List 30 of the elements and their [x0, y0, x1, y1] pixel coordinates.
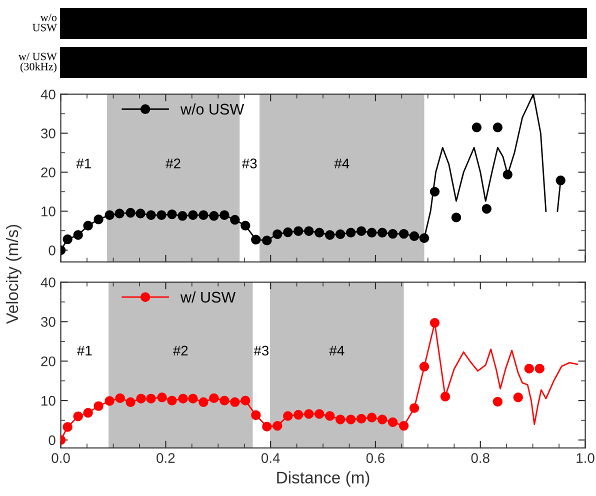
y-tick-label: 40	[40, 90, 56, 100]
band-label: #2	[172, 346, 188, 356]
y-tick-label: 20	[41, 168, 56, 178]
x-tick-label: 0.0	[52, 453, 70, 463]
x-tick-label: 0.8	[471, 453, 490, 463]
y-tick-label: 10	[42, 206, 56, 216]
text: w/o USW	[32, 14, 57, 32]
y-tick-label: 0	[48, 246, 56, 256]
annotation: #3	[254, 346, 269, 356]
band-label: #4	[329, 346, 344, 356]
y-tick-label: 40	[40, 278, 56, 288]
y-tick-label: 20	[41, 356, 56, 366]
x-tick-label: 0.4	[261, 453, 280, 463]
y-tick-label: 30	[41, 317, 56, 327]
x-axis-title: Distance (m)	[277, 471, 370, 487]
y-tick-label: 0	[48, 435, 56, 446]
band-label: #4	[334, 158, 350, 168]
legend-label: w/o USW	[180, 103, 244, 115]
text: w/ USW (30kHz)	[18, 52, 57, 73]
y-axis-title: Velocity (m/s)	[6, 224, 22, 324]
y-tick-label: 10	[42, 396, 56, 406]
y-tick-label: 30	[41, 128, 56, 138]
x-tick-label: 0.6	[366, 453, 385, 463]
x-tick-label: 1.0	[576, 453, 594, 463]
annotation: #3	[242, 158, 257, 168]
annotation: #1	[76, 158, 91, 168]
annotation: #1	[76, 346, 92, 356]
x-tick-label: 0.2	[156, 453, 175, 463]
band-label: #2	[166, 158, 180, 168]
legend-label: w/ USW	[180, 291, 236, 303]
